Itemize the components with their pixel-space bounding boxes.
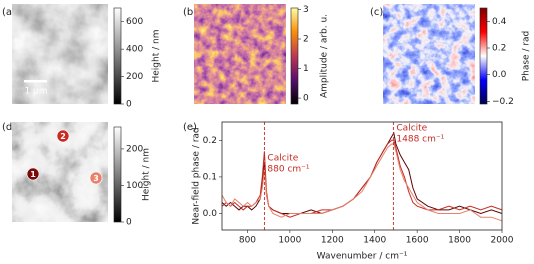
- panel-label: (c): [370, 7, 383, 18]
- annotation: 1488 cm⁻¹: [396, 135, 444, 145]
- panel-label: (b): [183, 7, 197, 18]
- colorbar-tick-label: −0.2: [492, 97, 514, 107]
- colorbar-tick-label: 0: [303, 94, 309, 104]
- y-tick-label: 0.1: [203, 172, 217, 182]
- annotation: 880 cm⁻¹: [267, 165, 310, 175]
- x-tick-label: 1000: [278, 236, 301, 246]
- colorbar-tick-label: 0.4: [492, 17, 507, 27]
- colorbar-tick-label: 0: [126, 100, 132, 110]
- colorbar: [479, 7, 488, 105]
- image: [383, 4, 475, 104]
- panel-label: (a): [2, 7, 16, 18]
- image: [194, 4, 286, 104]
- x-tick-label: 1400: [363, 236, 386, 246]
- colorbar-tick-label: 100: [126, 181, 143, 191]
- colorbar-tick-label: 0.0: [492, 70, 507, 80]
- colorbar-tick-label: 200: [126, 144, 143, 154]
- colorbar-tick-label: 200: [126, 72, 143, 82]
- colorbar-tick-label: 3: [303, 5, 309, 15]
- colorbar-label: Height / nm: [152, 30, 162, 83]
- y-axis-label: Near-field phase / rad: [192, 127, 202, 224]
- marker-label: 3: [93, 174, 99, 183]
- colorbar: [113, 7, 122, 105]
- marker-label: 2: [60, 132, 66, 141]
- x-tick-label: 1600: [406, 236, 429, 246]
- marker-label: 1: [30, 170, 36, 179]
- x-tick-label: 800: [239, 236, 256, 246]
- marker: [56, 129, 70, 143]
- colorbar-tick-label: 0: [126, 218, 132, 228]
- annotation: Calcite: [267, 154, 298, 164]
- colorbar-tick-label: 0.2: [492, 44, 506, 54]
- colorbar-label: Height / nm: [142, 148, 152, 201]
- colorbar-tick-label: 400: [126, 45, 143, 55]
- annotation: Calcite: [396, 124, 427, 134]
- y-tick-label: 0.2: [203, 136, 217, 146]
- colorbar-tick-label: 1: [303, 64, 309, 74]
- colorbar-label: Phase / rad: [522, 31, 532, 82]
- colorbar: [113, 126, 122, 223]
- scale-bar-label: 1 µm: [24, 87, 47, 97]
- x-tick-label: 1800: [448, 236, 471, 246]
- colorbar-tick-label: 2: [303, 35, 309, 45]
- spectrum-line: [221, 143, 503, 222]
- marker: [89, 171, 103, 185]
- image: [12, 4, 108, 104]
- colorbar: [290, 7, 299, 105]
- panel-label: (e): [183, 122, 197, 133]
- x-axis-label: Wavenumber / cm⁻¹: [317, 252, 408, 262]
- colorbar-label: Amplitude / arb. u.: [320, 14, 330, 98]
- x-tick-label: 2000: [491, 236, 514, 246]
- panel-label: (d): [2, 122, 16, 133]
- x-tick-label: 1200: [321, 236, 344, 246]
- y-tick-label: 0.0: [203, 209, 218, 219]
- colorbar-tick-label: 600: [126, 17, 143, 27]
- plot-frame: [221, 121, 503, 231]
- marker: [26, 167, 40, 181]
- scale-bar: [24, 80, 47, 83]
